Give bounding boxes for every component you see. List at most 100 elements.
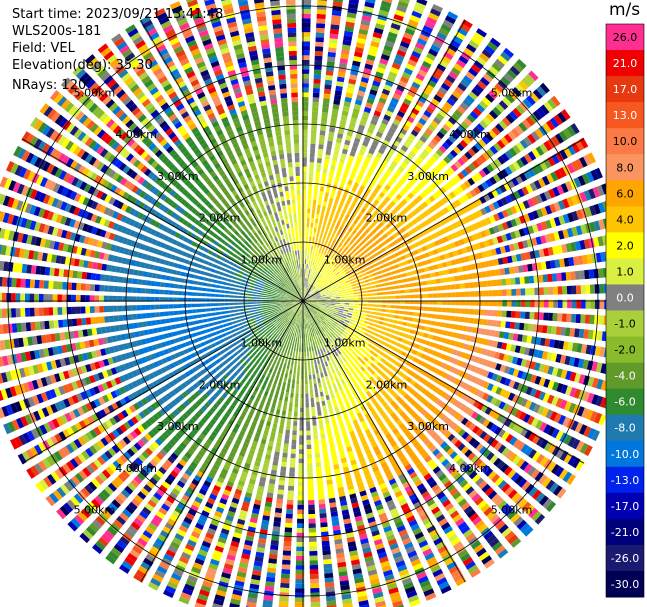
velocity-gate	[575, 314, 581, 324]
velocity-gate	[471, 87, 481, 97]
velocity-gate	[347, 179, 353, 186]
velocity-gate	[297, 370, 300, 376]
velocity-gate	[394, 9, 406, 17]
velocity-gate	[334, 224, 339, 230]
velocity-gate	[443, 101, 453, 110]
velocity-gate	[371, 311, 377, 315]
velocity-gate	[396, 325, 402, 331]
velocity-gate	[358, 306, 363, 309]
velocity-gate	[504, 244, 511, 253]
velocity-gate	[454, 199, 462, 207]
velocity-gate	[483, 240, 490, 248]
velocity-gate	[325, 375, 330, 381]
velocity-gate	[305, 273, 307, 278]
velocity-gate	[424, 145, 433, 154]
velocity-gate	[302, 157, 307, 162]
velocity-gate	[575, 158, 584, 170]
velocity-gate	[408, 150, 416, 158]
velocity-gate	[324, 572, 334, 579]
velocity-gate	[395, 213, 402, 220]
velocity-gate	[330, 393, 335, 399]
velocity-gate	[444, 322, 450, 329]
velocity-gate	[320, 125, 327, 131]
velocity-gate	[426, 235, 433, 242]
velocity-gate	[355, 42, 365, 49]
velocity-gate	[318, 344, 322, 350]
velocity-gate	[460, 291, 466, 297]
velocity-gate	[459, 228, 466, 236]
velocity-gate	[273, 394, 279, 400]
velocity-gate	[425, 198, 432, 206]
velocity-gate	[346, 87, 354, 94]
velocity-gate	[479, 52, 490, 63]
velocity-gate	[282, 452, 288, 458]
velocity-gate	[510, 218, 518, 227]
velocity-gate	[300, 328, 302, 334]
velocity-gate	[416, 195, 423, 202]
velocity-gate	[333, 0, 343, 3]
velocity-gate	[311, 286, 315, 290]
velocity-gate	[364, 156, 371, 163]
velocity-gate	[367, 50, 377, 57]
velocity-gate	[310, 355, 313, 361]
velocity-gate	[328, 289, 334, 292]
velocity-gate	[306, 217, 310, 223]
velocity-gate	[515, 311, 521, 319]
velocity-gate	[489, 110, 499, 120]
velocity-gate	[323, 386, 328, 392]
velocity-gate	[420, 166, 428, 174]
velocity-gate	[384, 245, 390, 251]
velocity-gate	[332, 1, 343, 7]
velocity-gate	[282, 555, 291, 561]
velocity-gate	[294, 407, 298, 413]
velocity-gate	[354, 51, 363, 58]
velocity-gate	[353, 257, 359, 262]
velocity-gate	[295, 328, 298, 333]
velocity-gate	[335, 297, 340, 299]
velocity-gate	[503, 72, 514, 83]
velocity-gate	[308, 185, 313, 191]
velocity-gate	[428, 250, 435, 257]
velocity-gate	[496, 320, 502, 328]
velocity-gate	[444, 15, 456, 25]
velocity-gate	[393, 264, 400, 269]
velocity-gate	[387, 31, 398, 39]
velocity-gate	[416, 156, 424, 164]
velocity-gate	[313, 439, 319, 445]
velocity-gate	[362, 310, 368, 313]
velocity-gate	[301, 22, 311, 28]
velocity-gate	[423, 306, 428, 311]
velocity-gate	[558, 215, 566, 225]
velocity-gate	[321, 249, 325, 254]
velocity-gate	[428, 195, 436, 203]
velocity-gate	[448, 323, 455, 329]
velocity-gate	[321, 302, 327, 304]
velocity-gate	[317, 480, 324, 486]
velocity-gate	[297, 361, 301, 366]
velocity-gate	[457, 171, 465, 180]
velocity-gate	[421, 319, 427, 324]
velocity-gate	[395, 295, 401, 299]
velocity-gate	[388, 242, 394, 248]
velocity-gate	[320, 372, 324, 378]
velocity-gate	[455, 283, 461, 290]
velocity-gate	[381, 226, 388, 232]
velocity-gate	[372, 32, 383, 39]
velocity-gate	[387, 180, 394, 188]
velocity-gate	[383, 114, 391, 122]
velocity-gate	[325, 470, 332, 476]
velocity-gate	[308, 370, 312, 375]
velocity-gate	[392, 118, 401, 126]
velocity-gate	[414, 294, 419, 299]
velocity-gate	[305, 282, 308, 288]
velocity-gate	[542, 274, 548, 283]
velocity-gate	[327, 51, 336, 58]
velocity-gate	[423, 228, 430, 235]
velocity-gate	[284, 396, 289, 402]
velocity-gate	[320, 283, 326, 287]
velocity-gate	[519, 215, 526, 224]
velocity-gate	[351, 112, 359, 119]
velocity-gate	[316, 278, 320, 283]
velocity-gate	[313, 430, 318, 435]
velocity-gate	[359, 266, 365, 271]
